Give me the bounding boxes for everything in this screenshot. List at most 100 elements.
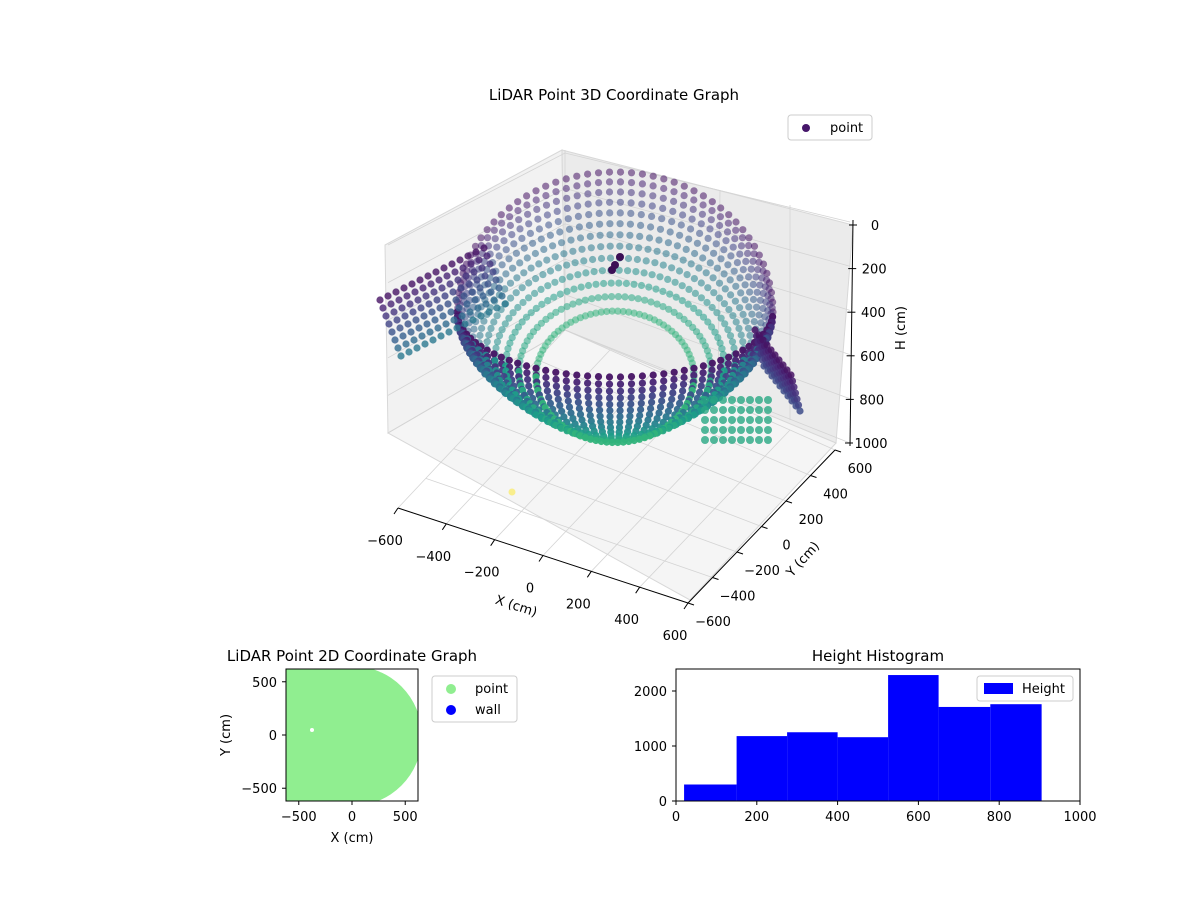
- cloud-point: [584, 372, 592, 380]
- cloud-point: [730, 267, 738, 275]
- cloud-point: [505, 356, 513, 364]
- cloud-point: [606, 242, 614, 250]
- cloud-point: [557, 424, 565, 432]
- cloud-point-flap: [471, 296, 479, 304]
- cloud-point: [715, 294, 724, 302]
- cloud-point-flap: [443, 272, 451, 280]
- cloud-point: [670, 382, 678, 390]
- y-tick-label-hist: 1000: [634, 740, 667, 755]
- histogram-bar: [736, 736, 788, 801]
- cloud-point: [706, 225, 714, 233]
- cloud-point-flap: [477, 312, 485, 320]
- cloud-point-flap: [483, 252, 491, 260]
- cloud-point: [574, 271, 582, 279]
- cloud-point-flap: [495, 284, 503, 292]
- cloud-point: [676, 231, 684, 239]
- cloud-point-flap: [422, 292, 430, 300]
- cloud-point-flap: [384, 292, 392, 300]
- cloud-point: [669, 389, 677, 397]
- cloud-point: [616, 380, 625, 388]
- cloud-point: [749, 280, 757, 289]
- cloud-point: [567, 409, 575, 417]
- cloud-point: [600, 279, 608, 288]
- cloud-point: [582, 269, 590, 277]
- cloud-point: [585, 399, 593, 407]
- cloud-point: [552, 308, 560, 316]
- cloud-point: [616, 242, 624, 250]
- cloud-point: [745, 303, 753, 311]
- cloud-point-bottom: [710, 436, 718, 444]
- cloud-point-flap: [498, 292, 506, 300]
- cloud-point-bottom: [728, 426, 736, 434]
- cloud-point: [505, 255, 513, 263]
- cloud-point: [691, 249, 699, 258]
- cloud-point: [596, 406, 604, 414]
- cloud-point: [756, 296, 765, 304]
- cloud-point: [691, 289, 700, 297]
- y-tick-label-hist: 2000: [634, 685, 667, 700]
- cloud-point: [736, 304, 744, 312]
- cloud-point: [655, 236, 663, 244]
- cloud-point: [626, 406, 635, 414]
- cloud-point: [660, 377, 668, 385]
- cloud-point: [514, 359, 522, 367]
- x-tick-3d: [538, 555, 544, 562]
- cloud-point: [577, 283, 585, 291]
- legend-3d-marker: [802, 124, 810, 132]
- cloud-point-bottom: [764, 406, 772, 414]
- cloud-point: [726, 332, 735, 340]
- cloud-point: [704, 318, 712, 326]
- legend-2d-wall-marker: [446, 705, 456, 715]
- cloud-point: [570, 285, 578, 293]
- cloud-point: [732, 226, 740, 234]
- cloud-point: [601, 293, 609, 301]
- cloud-point: [514, 198, 522, 206]
- cloud-point: [525, 279, 533, 287]
- cloud-point: [523, 369, 531, 377]
- cloud-point: [659, 261, 667, 269]
- cloud-point-flap: [779, 361, 787, 369]
- histogram-bar: [684, 784, 737, 801]
- legend-2d-wall-label: wall: [475, 703, 501, 718]
- cloud-point-bottom: [710, 406, 718, 414]
- cloud-point-bottom: [755, 416, 763, 424]
- plot-3d: LiDAR Point 3D Coordinate Graph −600 −400…: [367, 86, 909, 644]
- cloud-point: [535, 225, 544, 233]
- cloud-point: [563, 204, 571, 212]
- cloud-point: [685, 285, 693, 293]
- cloud-point-bottom: [764, 416, 772, 424]
- cloud-point-flap: [388, 328, 396, 336]
- cloud-point-bottom: [737, 416, 745, 424]
- y-tick-3d: [834, 449, 842, 453]
- cloud-point-flap: [466, 308, 474, 316]
- cloud-point: [719, 350, 727, 359]
- cloud-point: [659, 303, 667, 311]
- x-tick-3d: [441, 523, 447, 531]
- cloud-point: [554, 218, 562, 226]
- cloud-point-flap: [791, 389, 800, 397]
- cloud-point-flap: [787, 371, 795, 379]
- histogram-ticks: 0 200 400 600 800 1000 0 1000 2000: [634, 685, 1097, 825]
- cloud-point: [616, 188, 625, 196]
- cloud-point: [608, 438, 616, 447]
- cloud-point: [735, 324, 743, 332]
- cloud-point-bottom: [737, 396, 745, 404]
- cloud-point-flap: [419, 284, 427, 292]
- cloud-point: [648, 398, 656, 406]
- cloud-point: [702, 244, 710, 252]
- cloud-point: [699, 362, 708, 370]
- cloud-point: [595, 199, 603, 207]
- cloud-point: [524, 375, 532, 384]
- cloud-point: [730, 344, 738, 352]
- cloud-point: [527, 309, 535, 317]
- cloud-point: [511, 328, 519, 336]
- y-tick-3d: [736, 551, 744, 555]
- cloud-point-flap: [408, 280, 416, 288]
- x-tick-label-hist: 400: [825, 810, 850, 825]
- cloud-point: [546, 267, 555, 275]
- cloud-point-flap: [392, 288, 400, 296]
- cloud-point: [670, 368, 678, 376]
- cloud-point: [747, 265, 755, 273]
- x-tick-3d: [683, 602, 689, 610]
